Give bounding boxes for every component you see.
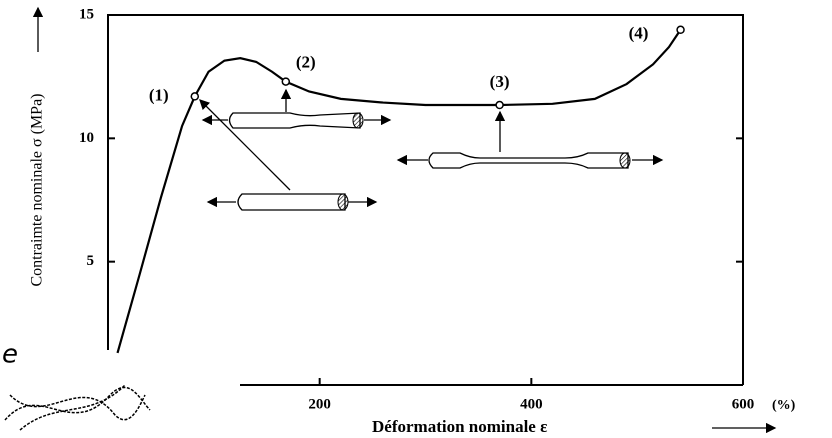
y-tick-label: 15: [79, 6, 94, 22]
x-tick-label: 400: [520, 396, 543, 412]
x-tick-label: 200: [308, 396, 331, 412]
marked-point: [282, 78, 289, 85]
point-label: (3): [490, 72, 510, 91]
x-unit: (%): [772, 398, 796, 413]
marked-point: [191, 93, 198, 100]
y-tick-label: 5: [87, 253, 95, 269]
y-tick-label: 10: [79, 130, 94, 146]
chart: Contraimte nominale σ (MPa) Déformation …: [0, 0, 832, 438]
marked-point: [677, 26, 684, 33]
stress-strain-curve: [118, 30, 681, 353]
x-axis-label: Déformation nominale ε: [372, 417, 547, 436]
frame: [108, 15, 743, 385]
specimen-initial: [200, 100, 376, 210]
point-label: (1): [149, 85, 169, 104]
x-tick-label: 600: [732, 396, 755, 412]
fragment-text: e: [2, 340, 18, 370]
specimen-drawing: [398, 112, 662, 168]
point-label: (2): [296, 53, 316, 72]
point-label: (4): [629, 24, 649, 43]
y-axis-label: Contraimte nominale σ (MPa): [29, 93, 46, 286]
specimen-necking: [203, 90, 390, 128]
polymer-chain: [5, 385, 150, 430]
marked-point: [496, 102, 503, 109]
